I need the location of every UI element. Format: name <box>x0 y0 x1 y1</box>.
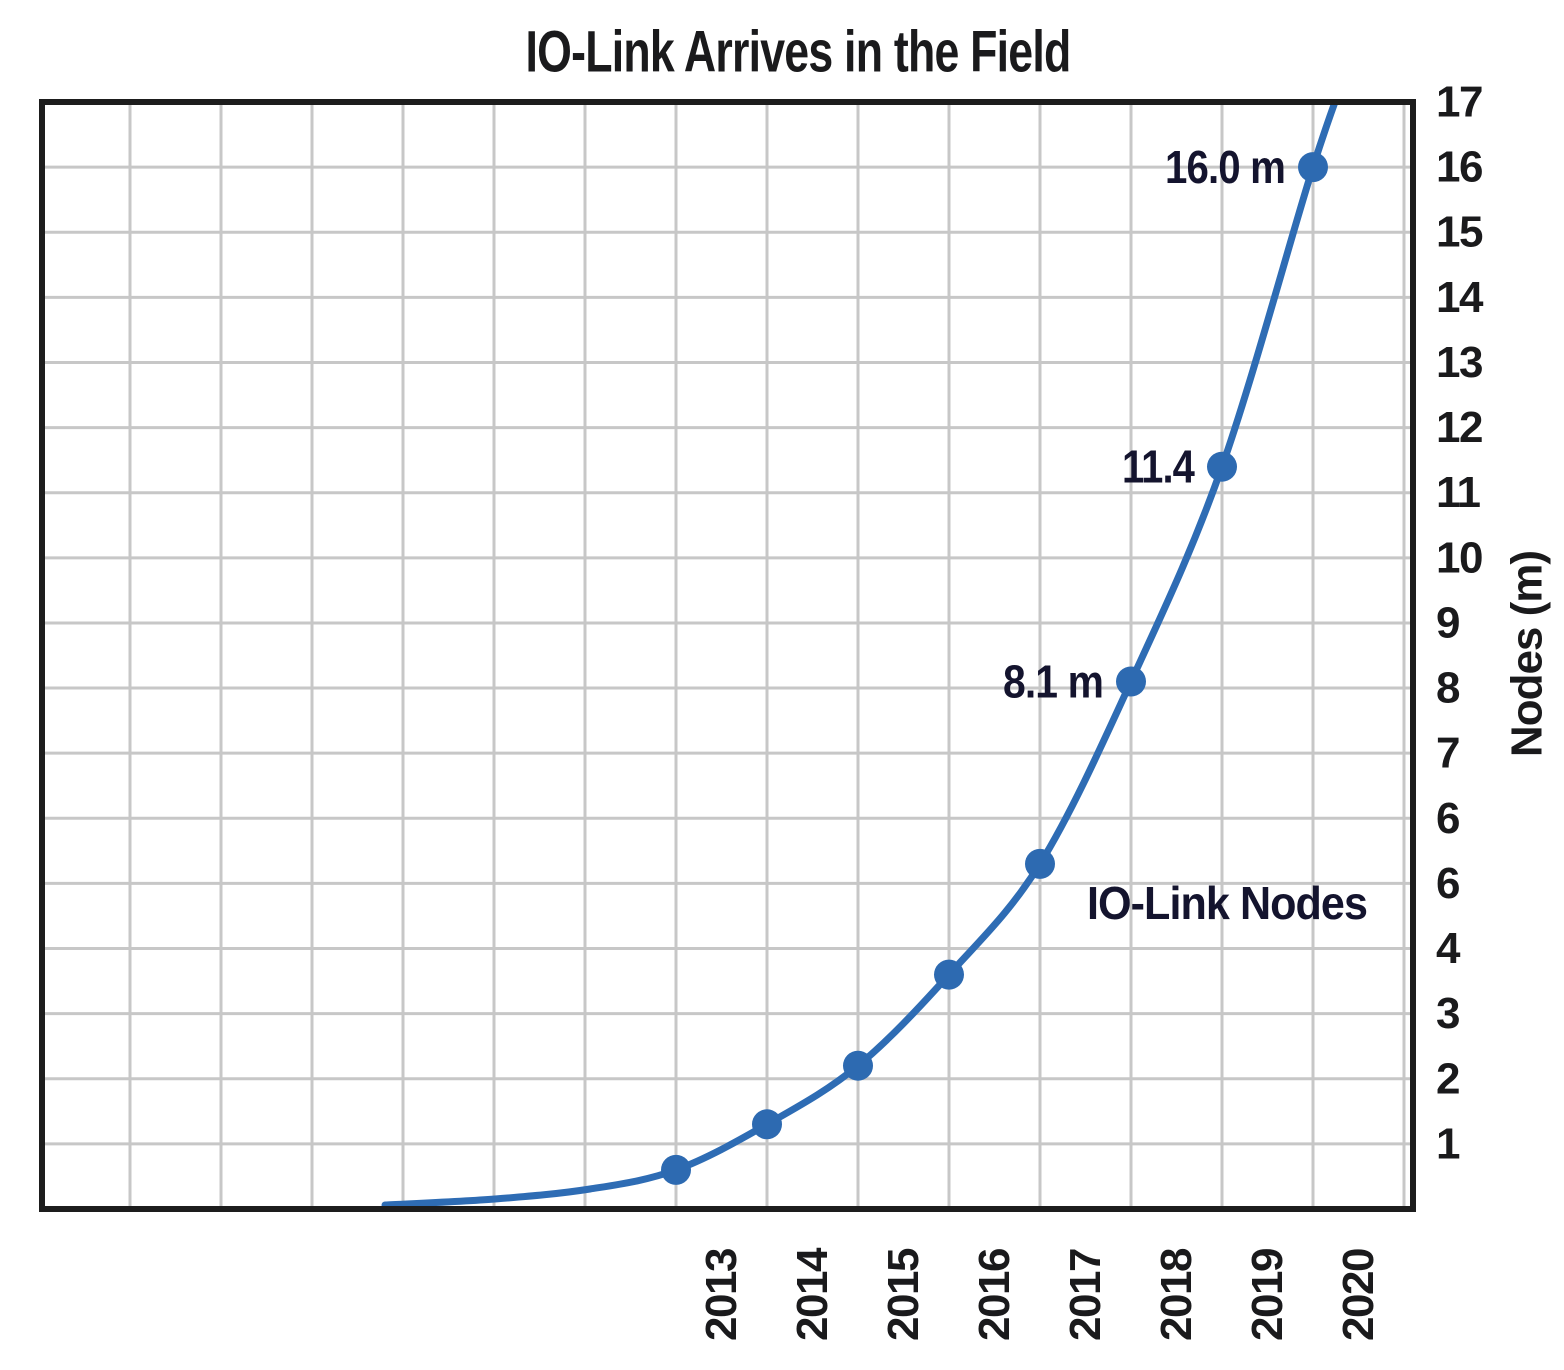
y-tick-label: 17 <box>1436 78 1482 127</box>
data-point <box>1116 666 1146 697</box>
chart-title: IO-Link Arrives in the Field <box>526 20 1071 85</box>
data-point-label: 8.1 m <box>1003 656 1103 708</box>
y-tick-label: 6 <box>1436 794 1459 843</box>
x-tick-label: 2013 <box>697 1249 746 1341</box>
series-line <box>381 102 1339 1209</box>
y-tick-label: 4 <box>1436 924 1461 973</box>
series-layer <box>381 102 1339 1209</box>
series-label: IO-Link Nodes <box>1087 877 1367 929</box>
tick-layer: 17 16 15 14 13 12 11 10 9 8 7 6 6 4 3 2 1 2013 2014 2015 201… <box>697 78 1485 1341</box>
plot-background <box>42 102 1413 1209</box>
grid-layer <box>42 102 1413 1209</box>
x-tick-label: 2018 <box>1152 1248 1201 1341</box>
y-tick-label: 11 <box>1436 468 1481 517</box>
annotation-layer: 8.1 m 11.4 16.0 m IO-Link Nodes <box>1003 141 1368 929</box>
y-tick-label: 13 <box>1436 338 1482 387</box>
x-tick-label: 2014 <box>788 1247 837 1341</box>
y-tick-label: 1 <box>1436 1119 1460 1168</box>
data-point <box>934 959 964 990</box>
y-axis-title: Nodes (m) <box>1503 551 1552 757</box>
data-point <box>1207 451 1237 482</box>
data-point-label: 11.4 <box>1122 441 1195 493</box>
data-point <box>752 1109 782 1140</box>
y-tick-label: 2 <box>1436 1054 1459 1103</box>
y-tick-label: 6 <box>1436 859 1459 908</box>
x-tick-label: 2016 <box>970 1249 1019 1341</box>
plot-border <box>39 99 1416 1212</box>
y-tick-label: 16 <box>1436 143 1482 192</box>
data-point <box>1298 152 1328 183</box>
data-point <box>843 1050 873 1081</box>
y-tick-label: 8 <box>1436 664 1460 713</box>
y-tick-label: 15 <box>1436 208 1483 257</box>
y-tick-label: 3 <box>1436 989 1459 1038</box>
y-tick-label: 10 <box>1436 533 1482 582</box>
y-tick-label: 7 <box>1436 729 1459 778</box>
x-tick-label: 2020 <box>1334 1249 1383 1341</box>
data-point <box>1025 848 1055 879</box>
data-point-label: 16.0 m <box>1165 141 1285 193</box>
x-tick-label: 2017 <box>1061 1249 1110 1341</box>
data-point <box>661 1154 691 1185</box>
y-tick-label: 14 <box>1436 273 1484 322</box>
y-tick-label: 12 <box>1436 403 1482 452</box>
x-tick-label: 2015 <box>879 1248 928 1341</box>
x-tick-label: 2019 <box>1243 1249 1292 1341</box>
y-tick-label: 9 <box>1436 598 1459 647</box>
